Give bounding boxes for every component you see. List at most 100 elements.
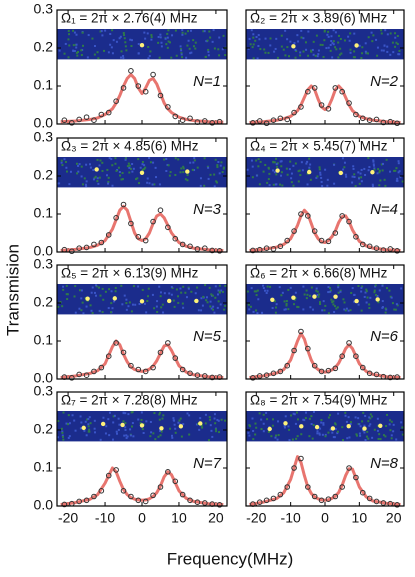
y-tick-label: 0.3: [34, 383, 54, 399]
camera-noise: [307, 30, 310, 33]
data-point: [76, 498, 82, 505]
camera-noise: [351, 287, 354, 290]
camera-noise: [293, 413, 296, 416]
camera-noise: [353, 173, 356, 176]
camera-noise: [344, 309, 347, 312]
camera-noise: [329, 289, 332, 292]
camera-noise: [166, 163, 169, 166]
panel-annotation: N=3: [193, 201, 222, 218]
camera-noise: [333, 305, 336, 308]
data-point: [284, 484, 291, 490]
camera-noise: [123, 434, 126, 437]
panel-annotation: N=5: [193, 328, 222, 345]
camera-noise: [306, 160, 309, 163]
camera-noise: [326, 178, 329, 181]
camera-noise: [129, 38, 132, 41]
camera-noise: [127, 413, 130, 416]
panel-title: Ω₂ = 2π × 3.89(6) MHz: [250, 10, 387, 25]
camera-noise: [162, 311, 165, 314]
data-point: [332, 230, 339, 236]
data-point: [298, 455, 304, 462]
data-point: [61, 117, 68, 123]
camera-noise: [104, 432, 107, 435]
camera-noise: [280, 171, 283, 174]
camera-noise: [395, 41, 398, 44]
camera-noise: [199, 184, 202, 187]
camera-noise: [181, 56, 184, 59]
panel-title: Ω₄ = 2π × 5.45(7) MHz: [250, 138, 388, 153]
camera-noise: [284, 308, 287, 311]
camera-noise: [331, 56, 334, 59]
atom-spot: [307, 169, 312, 175]
data-point: [339, 484, 345, 490]
camera-noise: [214, 422, 217, 425]
data-point: [98, 364, 105, 371]
camera-noise: [142, 431, 145, 434]
camera-noise: [305, 48, 308, 51]
data-point: [179, 117, 186, 123]
camera-noise: [327, 291, 330, 294]
atom-spot: [139, 423, 145, 428]
camera-noise: [349, 309, 352, 312]
camera-noise: [360, 180, 363, 183]
data-point: [91, 117, 97, 123]
camera-noise: [384, 307, 387, 310]
camera-noise: [209, 173, 212, 176]
camera-noise: [151, 293, 154, 296]
camera-noise: [171, 287, 174, 290]
camera-noise: [124, 157, 127, 160]
camera-noise: [285, 300, 288, 303]
camera-noise: [112, 421, 115, 424]
camera-noise: [221, 290, 224, 293]
camera-noise: [252, 33, 255, 36]
camera-noise: [339, 289, 342, 292]
camera-noise: [375, 38, 378, 41]
camera-noise: [121, 172, 124, 175]
camera-noise: [258, 38, 261, 41]
camera-noise: [224, 419, 227, 422]
camera-noise: [154, 438, 157, 441]
camera-noise: [280, 34, 283, 37]
camera-noise: [141, 428, 144, 431]
atom-spot: [370, 170, 375, 175]
camera-noise: [300, 161, 303, 164]
camera-noise: [160, 41, 163, 44]
camera-noise: [73, 31, 76, 34]
camera-noise: [332, 300, 335, 303]
camera-noise: [266, 285, 269, 288]
data-point: [359, 489, 366, 496]
camera-noise: [108, 411, 111, 414]
camera-noise: [286, 173, 289, 176]
data-point: [105, 232, 112, 238]
camera-noise: [129, 428, 132, 431]
camera-noise: [72, 44, 75, 47]
camera-noise: [125, 308, 128, 311]
camera-noise: [290, 414, 293, 417]
camera-noise: [157, 35, 160, 38]
camera-noise: [323, 39, 326, 42]
camera-noise: [333, 163, 336, 166]
camera-noise: [130, 45, 133, 48]
camera-noise: [114, 162, 117, 165]
camera-noise: [69, 170, 72, 173]
camera-noise: [64, 42, 67, 45]
data-point: [373, 498, 380, 505]
camera-noise: [344, 414, 347, 417]
camera-noise: [394, 36, 397, 39]
camera-noise: [204, 284, 207, 287]
camera-noise: [146, 181, 149, 184]
camera-noise: [378, 169, 381, 172]
y-tick-label: 0.2: [34, 167, 54, 183]
camera-noise: [197, 309, 200, 312]
camera-noise: [372, 160, 375, 163]
camera-noise: [392, 423, 395, 426]
data-point: [353, 353, 359, 360]
camera-noise: [193, 157, 196, 160]
camera-noise: [320, 180, 323, 183]
panel-annotation: N=8: [370, 455, 399, 472]
camera-noise: [310, 286, 313, 289]
camera-noise: [102, 298, 105, 301]
camera-noise: [341, 426, 344, 429]
camera-noise: [125, 434, 128, 437]
camera-noise: [91, 286, 94, 289]
